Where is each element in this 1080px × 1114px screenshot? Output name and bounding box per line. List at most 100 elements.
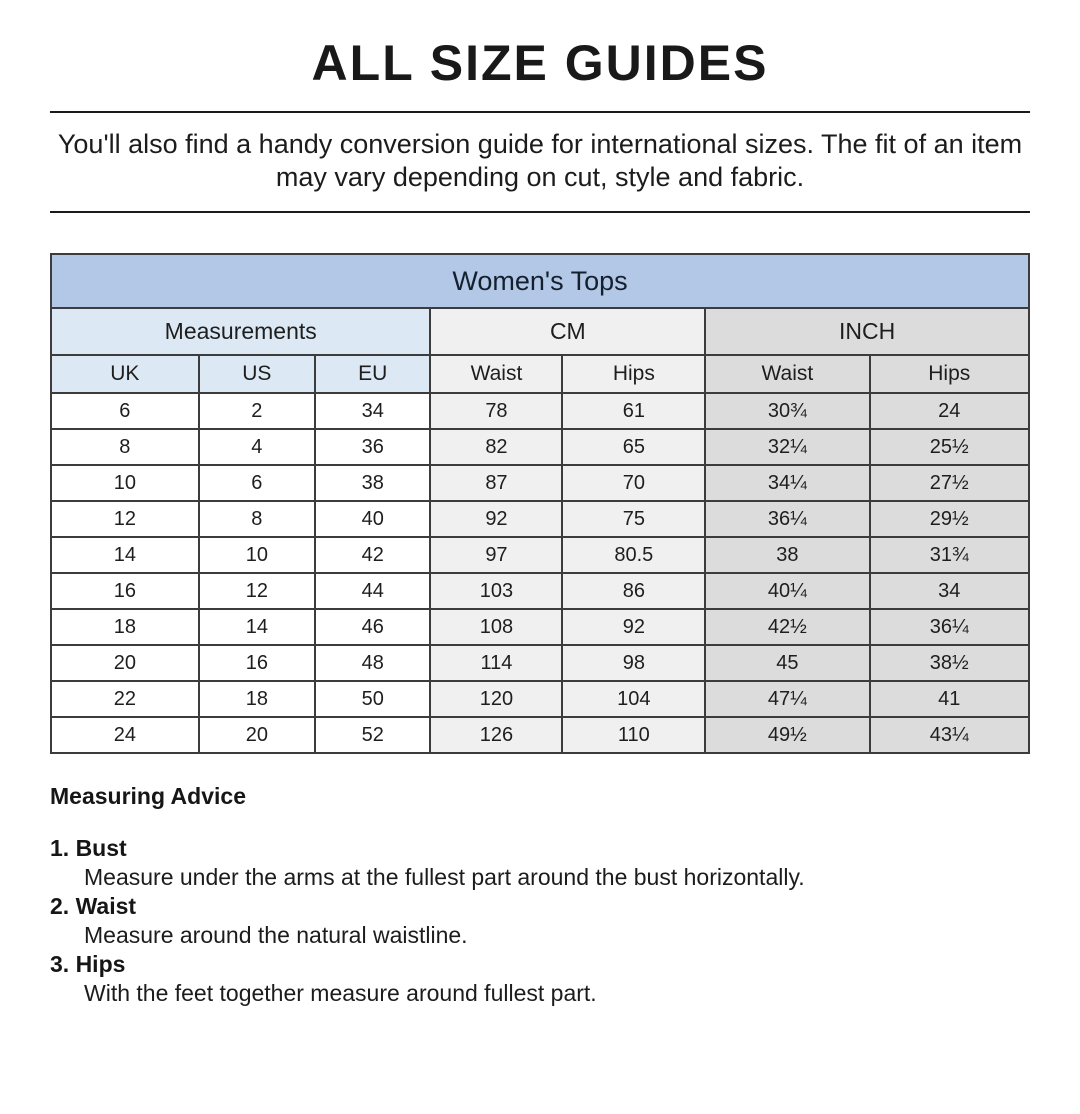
table-body: 6 2 34 78 61 30¾ 24 8 4 36 82 65 32¼ 25½ 10 6 38 87 70 34¼ 2… [50,392,1031,754]
table-cell: 78 [429,392,564,430]
divider-bottom [50,211,1030,213]
table-cell: 10 [50,464,200,502]
table-cell: 36 [314,428,432,466]
intro-text: You'll also find a handy conversion guid… [57,129,1023,192]
table-cell: 52 [314,716,432,754]
table-cell: 92 [429,500,564,538]
table-title-row: Women's Tops [50,253,1030,309]
table-cell: 40¼ [704,572,871,610]
table-cell: 50 [314,680,432,718]
table-cell: 8 [50,428,200,466]
table-cell: 31¾ [868,536,1031,574]
table-cell: 4 [197,428,317,466]
divider-top [50,111,1030,113]
advice-item-text: Measure under the arms at the fullest pa… [84,864,805,890]
size-table: Women's Tops Measurements CM INCH UK US EU Wa… [49,253,1031,754]
table-cell: 22 [50,680,200,718]
table-cell: 86 [561,572,707,610]
table-cell: 104 [561,680,707,718]
column-header: EU [314,354,432,394]
table-row: 22 18 50 120 104 47¼ 41 [50,680,1031,718]
table-cell: 108 [429,608,564,646]
table-cell: 16 [50,572,200,610]
table-cell: 34 [314,392,432,430]
table-cell: 120 [429,680,564,718]
table-cell: 92 [561,608,707,646]
table-cell: 82 [429,428,564,466]
column-header: UK [50,354,200,394]
table-cell: 42 [314,536,432,574]
advice-item: 2. Waist Measure around the natural waist… [50,892,1030,950]
measuring-advice-section: Measuring Advice 1. Bust Measure under th… [50,783,1030,1008]
table-cell: 6 [197,464,317,502]
table-cell: 87 [429,464,564,502]
group-header-row: Measurements CM INCH [49,307,1030,356]
table-cell: 38 [704,536,871,574]
table-cell: 34¼ [704,464,871,502]
table-cell: 36¼ [868,608,1031,646]
table-cell: 65 [561,428,707,466]
table-cell: 29½ [868,500,1031,538]
table-cell: 8 [197,500,317,538]
table-cell: 38 [314,464,432,502]
advice-item-label: 3. Hips [50,951,126,977]
table-row: 8 4 36 82 65 32¼ 25½ [50,428,1031,466]
table-cell: 47¼ [704,680,871,718]
table-cell: 12 [197,572,317,610]
table-cell: 10 [197,536,317,574]
group-header: Measurements [49,307,432,356]
table-cell: 18 [197,680,317,718]
table-row: 20 16 48 114 98 45 38½ [50,644,1031,682]
advice-list: 1. Bust Measure under the arms at the ful… [50,834,1030,1008]
table-cell: 103 [429,572,564,610]
advice-item: 1. Bust Measure under the arms at the ful… [50,834,1030,892]
table-cell: 14 [197,608,317,646]
group-header: INCH [704,307,1030,356]
table-cell: 40 [314,500,432,538]
table-cell: 42½ [704,608,871,646]
advice-heading: Measuring Advice [50,783,246,809]
table-cell: 25½ [868,428,1031,466]
table-cell: 45 [704,644,871,682]
table-row: 16 12 44 103 86 40¼ 34 [50,572,1031,610]
table-cell: 12 [50,500,200,538]
table-cell: 34 [868,572,1031,610]
table-row: 24 20 52 126 110 49½ 43¼ [50,716,1031,754]
table-cell: 98 [561,644,707,682]
table-cell: 80.5 [561,536,707,574]
advice-item: 3. Hips With the feet together measure ar… [50,950,1030,1008]
table-cell: 20 [197,716,317,754]
column-header: Waist [429,354,564,394]
table-cell: 46 [314,608,432,646]
table-cell: 16 [197,644,317,682]
table-row: 10 6 38 87 70 34¼ 27½ [50,464,1031,502]
table-cell: 6 [50,392,200,430]
table-cell: 20 [50,644,200,682]
table-row: 12 8 40 92 75 36¼ 29½ [50,500,1031,538]
advice-item-label: 1. Bust [50,835,127,861]
size-guide-page: ALL SIZE GUIDES You'll also find a handy… [0,34,1080,1008]
table-cell: 27½ [868,464,1031,502]
table-cell: 126 [429,716,564,754]
table-cell: 75 [561,500,707,538]
table-cell: 41 [868,680,1031,718]
table-cell: 110 [561,716,707,754]
table-cell: 61 [561,392,707,430]
table-row: 6 2 34 78 61 30¾ 24 [50,392,1031,430]
table-cell: 24 [868,392,1031,430]
table-cell: 14 [50,536,200,574]
column-header: Hips [561,354,707,394]
column-header: Hips [868,354,1031,394]
group-header: CM [429,307,707,356]
table-cell: 32¼ [704,428,871,466]
advice-item-text: Measure around the natural waistline. [84,922,468,948]
table-title: Women's Tops [50,253,1030,309]
advice-item-label: 2. Waist [50,893,137,919]
table-row: 18 14 46 108 92 42½ 36¼ [50,608,1031,646]
table-cell: 24 [50,716,200,754]
table-cell: 36¼ [704,500,871,538]
column-header-row: UK US EU Waist Hips Waist Hips [50,354,1031,394]
table-cell: 38½ [868,644,1031,682]
table-cell: 114 [429,644,564,682]
page-title: ALL SIZE GUIDES [311,35,769,91]
